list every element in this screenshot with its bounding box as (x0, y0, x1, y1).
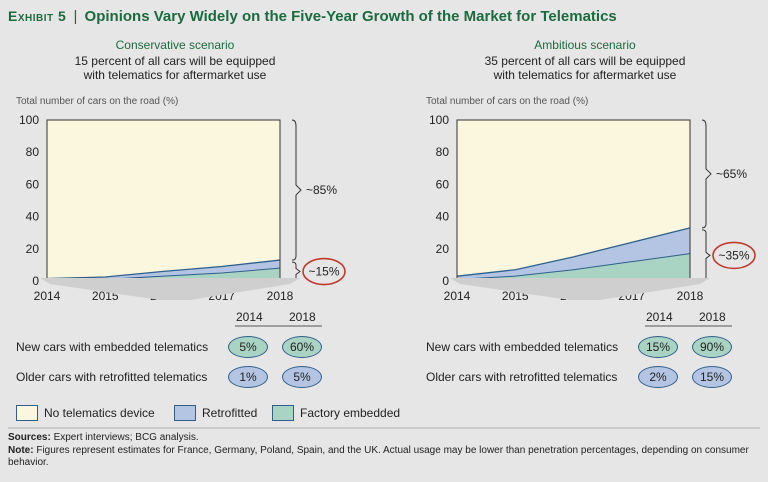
pill-older-2014: 2% (638, 366, 678, 388)
legend-swatch-factory (272, 405, 294, 421)
legend-swatch-retrofitted (174, 405, 196, 421)
x-tick-label: 2014 (444, 289, 471, 303)
scenario-description-line: with telematics for aftermarket use (493, 68, 677, 82)
row-label-new-cars: New cars with embedded telematics (426, 340, 619, 354)
y-tick-label: 100 (429, 113, 449, 127)
y-tick-label: 80 (436, 145, 450, 159)
ambitious-area-chart: 02040608010020142015201620172018~65%~35% (429, 113, 756, 303)
legend-label: Factory embedded (300, 406, 401, 420)
funnel-right (450, 278, 710, 300)
x-tick-label: 2014 (34, 289, 61, 303)
note-label: Note: (8, 445, 34, 456)
y-tick-label: 80 (26, 145, 40, 159)
bracket-upper (701, 119, 712, 229)
annotation-upper: ~65% (716, 167, 747, 181)
area-factory-embedded (47, 268, 280, 281)
ambitious-panel: Ambitious scenario 35 percent of all car… (420, 36, 768, 400)
scenario-description-line: 15 percent of all cars will be equipped (74, 54, 276, 68)
pill-new-2018: 90% (692, 336, 732, 358)
title-separator: | (73, 8, 78, 25)
table-year-2014: 2014 (646, 310, 673, 324)
legend-swatch-none (16, 405, 38, 421)
scenario-description-line: with telematics for aftermarket use (83, 68, 267, 82)
pill-older-2018: 15% (692, 366, 732, 388)
sources-label: Sources: (8, 432, 51, 443)
y-tick-label: 100 (19, 113, 39, 127)
y-tick-label: 20 (26, 242, 40, 256)
scenario-title: Ambitious scenario (534, 38, 636, 52)
area-factory-embedded (457, 253, 690, 281)
table-year-2018: 2018 (699, 310, 726, 324)
scenario-description: 35 percent of all cars will be equipped … (420, 54, 750, 82)
scenario-description-line: 35 percent of all cars will be equipped (484, 54, 686, 68)
note-line: Note: Figures represent estimates for Fr… (8, 445, 758, 469)
legend-label: Retrofitted (202, 406, 258, 420)
table-year-2014: 2014 (236, 310, 263, 324)
legend-label: No telematics device (44, 406, 155, 420)
note-text: Figures represent estimates for France, … (8, 445, 749, 468)
y-tick-label: 60 (26, 177, 40, 191)
x-tick-label: 2018 (267, 289, 294, 303)
annotation-circle (712, 241, 756, 270)
sources-text: Expert interviews; BCG analysis. (50, 432, 199, 443)
y-tick-label: 40 (26, 210, 40, 224)
y-axis-label: Total number of cars on the road (%) (426, 96, 589, 107)
row-label-older-cars: Older cars with retrofitted telematics (426, 370, 618, 384)
y-tick-label: 60 (436, 177, 450, 191)
line-retrofitted (46, 259, 281, 280)
sources-line: Sources: Expert interviews; BCG analysis… (8, 432, 758, 444)
table-year-2018: 2018 (289, 310, 316, 324)
pill-older-2018: 5% (282, 366, 322, 388)
y-tick-label: 0 (32, 274, 39, 288)
y-tick-label: 40 (436, 210, 450, 224)
funnel-left (40, 278, 300, 300)
pill-new-2014: 5% (228, 336, 268, 358)
pill-older-2014: 1% (228, 366, 268, 388)
y-axis-label: Total number of cars on the road (%) (16, 96, 179, 107)
line-factory-embedded (456, 253, 691, 280)
x-tick-label: 2018 (677, 289, 704, 303)
exhibit-title-text: Opinions Vary Widely on the Five-Year Gr… (84, 8, 617, 25)
pill-new-2014: 15% (638, 336, 678, 358)
annotation-upper: ~85% (306, 183, 337, 197)
bracket-upper (291, 119, 302, 261)
exhibit-number: Exhibit 5 (8, 8, 67, 24)
y-tick-label: 20 (436, 242, 450, 256)
annotation-lower: ~35% (718, 248, 749, 262)
line-retrofitted (456, 227, 691, 277)
scenario-title: Conservative scenario (115, 38, 235, 52)
scenario-description: 15 percent of all cars will be equipped … (10, 54, 340, 82)
row-label-new-cars: New cars with embedded telematics (16, 340, 209, 354)
exhibit-title: Exhibit 5 | Opinions Vary Widely on the … (8, 8, 763, 25)
row-label-older-cars: Older cars with retrofitted telematics (16, 370, 208, 384)
annotation-lower: ~15% (308, 265, 339, 279)
y-tick-label: 0 (442, 274, 449, 288)
pill-new-2018: 60% (282, 336, 322, 358)
annotation-circle (302, 257, 346, 286)
